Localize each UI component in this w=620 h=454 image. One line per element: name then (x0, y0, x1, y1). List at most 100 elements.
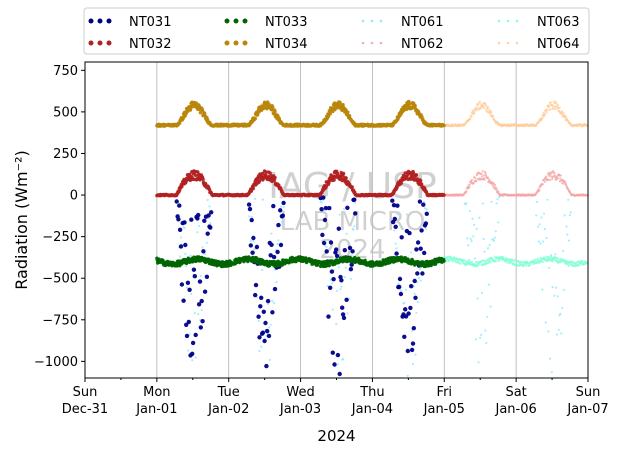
point-NT061 (354, 201, 357, 204)
point-NT061 (201, 246, 204, 249)
point-NT033 (254, 256, 259, 260)
point-NT061 (560, 332, 563, 335)
point-NT061 (542, 212, 546, 215)
point-NT063 (557, 257, 560, 260)
point-NT061 (476, 297, 479, 300)
point-NT061 (183, 227, 186, 230)
point-NT061 (493, 236, 496, 239)
point-NT064 (562, 111, 565, 114)
point-NT063 (541, 260, 544, 264)
point-NT063 (547, 255, 550, 259)
legend-marker (497, 19, 501, 23)
point-NT061 (185, 286, 189, 289)
legend-marker (379, 19, 383, 23)
point-NT061 (569, 211, 572, 214)
point-NT031 (209, 210, 214, 215)
point-NT031 (261, 309, 266, 314)
point-NT031 (264, 363, 269, 369)
point-NT062 (545, 175, 548, 178)
point-NT061 (342, 358, 345, 361)
point-NT031 (322, 217, 328, 223)
point-NT062 (465, 190, 468, 193)
point-NT061 (405, 213, 408, 216)
point-NT064 (545, 111, 548, 114)
point-NT061 (497, 221, 500, 224)
point-NT031 (336, 226, 341, 231)
point-NT061 (413, 292, 416, 295)
point-NT031 (392, 216, 397, 222)
legend-marker (497, 41, 501, 45)
point-NT031 (204, 274, 210, 279)
point-NT031 (405, 348, 410, 354)
point-NT061 (320, 201, 323, 204)
point-NT064 (473, 110, 476, 113)
point-NT031 (342, 248, 347, 253)
point-NT061 (188, 333, 191, 336)
point-NT061 (346, 312, 349, 315)
point-NT031 (352, 197, 357, 202)
point-NT061 (208, 205, 211, 208)
legend-label: NT061 (401, 15, 443, 30)
point-NT031 (393, 224, 398, 229)
point-NT031 (339, 278, 344, 283)
point-NT061 (548, 266, 551, 269)
point-NT064 (555, 101, 558, 104)
point-NT061 (325, 245, 328, 248)
point-NT061 (340, 285, 343, 288)
point-NT031 (281, 200, 286, 206)
point-NT061 (567, 239, 571, 242)
point-NT063 (452, 260, 455, 263)
point-NT061 (559, 312, 562, 315)
point-NT061 (537, 240, 540, 243)
point-NT061 (336, 363, 339, 366)
legend-marker (370, 19, 374, 23)
point-NT061 (549, 357, 552, 360)
legend-label: NT062 (401, 37, 443, 52)
point-NT031 (269, 242, 274, 247)
point-NT031 (178, 244, 184, 249)
point-NT061 (563, 214, 566, 217)
point-NT031 (402, 334, 407, 339)
point-NT064 (549, 101, 553, 104)
legend-label: NT064 (537, 37, 579, 52)
point-NT031 (208, 225, 213, 230)
point-NT064 (558, 106, 561, 109)
point-NT061 (551, 286, 554, 289)
point-NT031 (328, 285, 333, 290)
point-NT061 (414, 353, 417, 356)
point-NT064 (475, 106, 478, 109)
legend-label: NT031 (129, 15, 171, 30)
point-NT061 (480, 333, 483, 336)
point-NT061 (473, 257, 477, 260)
point-NT031 (202, 289, 208, 294)
point-NT061 (489, 305, 492, 308)
x-gridlines (156, 62, 517, 378)
point-NT061 (424, 227, 427, 231)
point-NT031 (253, 282, 259, 288)
point-NT061 (179, 255, 182, 258)
point-NT061 (484, 329, 487, 332)
point-NT031 (248, 243, 253, 248)
legend-item-NT062: NT062 (361, 37, 443, 52)
point-NT063 (446, 257, 449, 260)
point-NT061 (496, 198, 499, 201)
point-NT064 (479, 107, 482, 110)
point-NT061 (565, 225, 568, 228)
point-NT031 (420, 271, 425, 276)
point-NT031 (182, 220, 187, 225)
point-NT061 (470, 240, 473, 243)
legend-item-NT031: NT031 (88, 15, 171, 30)
point-NT031 (196, 212, 201, 218)
point-NT031 (335, 352, 341, 358)
point-NT061 (249, 239, 252, 242)
point-NT031 (326, 314, 331, 319)
legend-label: NT033 (265, 15, 307, 30)
point-NT061 (336, 289, 339, 293)
point-NT061 (417, 276, 421, 279)
point-NT062 (549, 178, 552, 182)
point-NT061 (480, 291, 483, 294)
point-NT062 (472, 181, 475, 185)
point-NT032 (442, 193, 446, 197)
point-NT031 (353, 211, 358, 216)
point-NT061 (469, 237, 472, 240)
